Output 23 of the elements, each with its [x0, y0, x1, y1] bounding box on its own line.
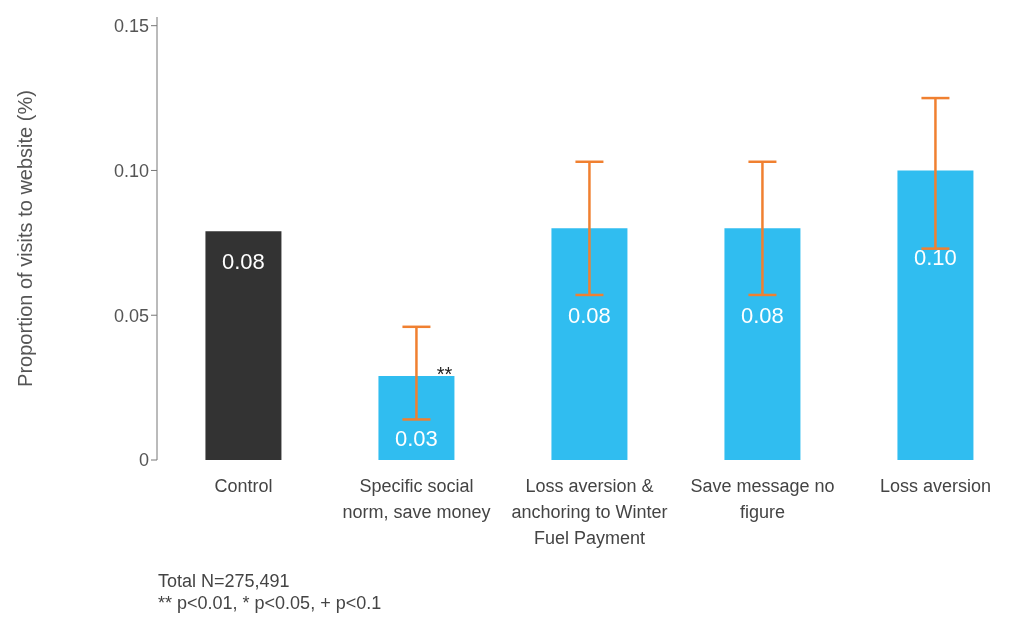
y-tick-label: 0.05 [113, 305, 149, 326]
data-label: 0.08 [222, 249, 265, 275]
x-tick-label: Save message no figure [690, 476, 835, 522]
bar [724, 228, 801, 460]
y-tick-label: 0.15 [113, 16, 149, 37]
data-label: 0.10 [914, 245, 957, 271]
y-tick-label: 0.10 [113, 160, 149, 181]
text: Total N=275,491 [158, 570, 291, 592]
x-tick-label: Loss aversion [879, 476, 992, 496]
x-tick-label: Control [214, 476, 273, 496]
x-tick-label: Specific social norm, save money [342, 476, 491, 522]
text: ** p<0.01, * p<0.05, + p<0.1 [158, 592, 383, 614]
data-label: 0.03 [395, 426, 438, 451]
y-tick-label: 0 [138, 450, 149, 471]
data-label: 0.08 [568, 303, 611, 329]
y-axis-title: Proportion of visits to website (%) [14, 90, 37, 387]
data-label: 0.08 [741, 303, 784, 329]
annotation: ** [436, 363, 453, 386]
bar [897, 170, 974, 460]
x-tick-label: Loss aversion & anchoring to Winter Fuel Payment [511, 476, 668, 548]
bar [551, 228, 628, 460]
bar [205, 231, 282, 460]
bar [378, 376, 455, 460]
